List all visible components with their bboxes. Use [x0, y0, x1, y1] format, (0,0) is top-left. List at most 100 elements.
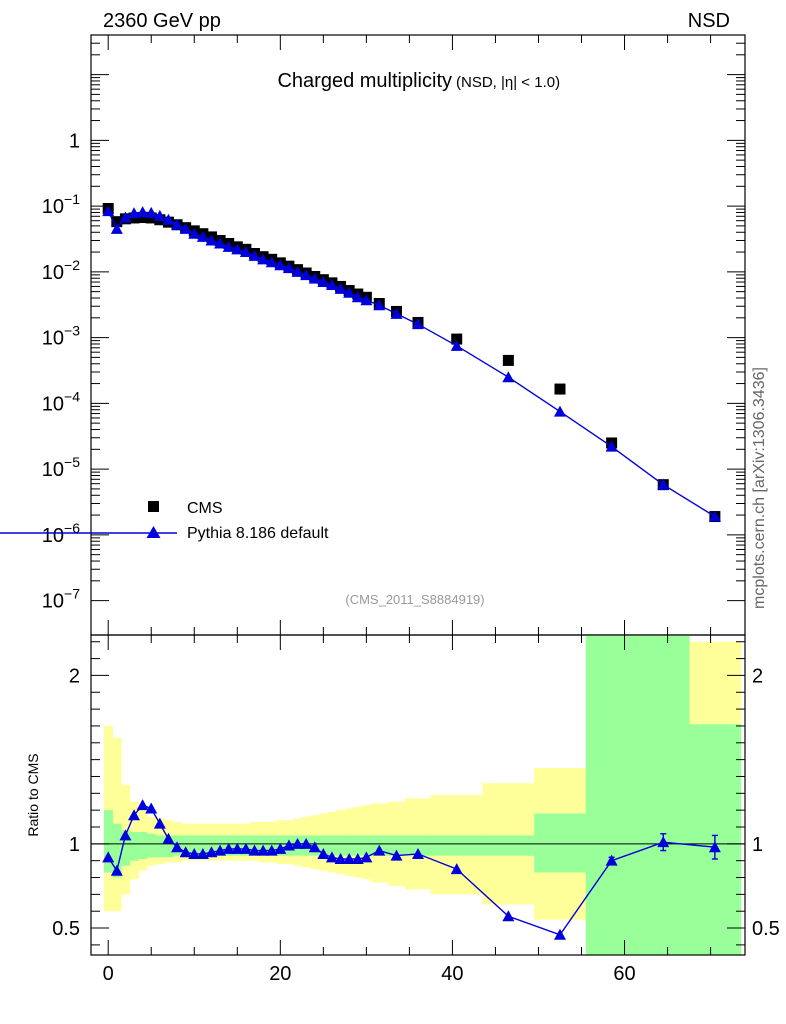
ratio-ylabel: Ratio to CMS: [25, 753, 41, 836]
stat-band-bin: [362, 835, 372, 856]
ratio-point: [317, 847, 330, 859]
stat-band-bin: [534, 813, 587, 873]
ratio-line: [107, 804, 715, 936]
ratio-point: [325, 851, 338, 863]
legend-marker-cms: [148, 501, 159, 512]
ratio-point: [450, 863, 463, 875]
pythia-point: [708, 510, 721, 522]
stat-band-bin: [585, 635, 638, 955]
pythia-point: [239, 246, 252, 258]
ratio-point: [390, 849, 403, 861]
ratio-point: [188, 847, 201, 859]
pythia-point: [119, 211, 132, 223]
pythia-point: [196, 230, 209, 242]
pythia-point: [343, 286, 356, 298]
pythia-point: [257, 253, 270, 265]
pythia-point: [145, 206, 158, 218]
stat-band-bin: [198, 835, 208, 856]
ratio-ytick-label-left: 0.5: [52, 918, 80, 940]
stat-band-bin: [207, 835, 217, 856]
pythia-point: [205, 234, 218, 246]
ratio-point: [145, 802, 158, 814]
ratio-point: [334, 853, 347, 864]
ratio-ytick-label-left: 1: [69, 834, 80, 856]
cms-point: [502, 354, 514, 366]
main-ytick-label: 10−4: [42, 388, 80, 415]
pythia-point: [412, 318, 424, 330]
ratio-point: [657, 836, 670, 848]
ratio-point: [128, 809, 141, 821]
main-ytick-label: 10−5: [42, 454, 80, 481]
header-right: NSD: [688, 10, 730, 32]
stat-band-bin: [164, 835, 174, 858]
pythia-point: [351, 291, 364, 303]
cms-point: [137, 212, 149, 224]
ratio-point: [708, 841, 721, 853]
ratio-point: [153, 817, 166, 829]
main-subtitle: (NSD, |η| < 1.0): [456, 74, 560, 91]
legend-marker-pythia: [146, 526, 161, 538]
stat-band-bin: [336, 835, 346, 856]
pythia-point: [110, 222, 123, 234]
stat-band-bin: [405, 835, 432, 856]
pythia-point: [274, 259, 287, 271]
ratio-point: [502, 910, 515, 922]
stat-band-bin: [146, 833, 157, 858]
ratio-xtick-label: 0: [103, 963, 114, 985]
ratio-point: [257, 844, 270, 856]
stat-band-bin: [155, 835, 165, 858]
ratio-point: [274, 842, 287, 854]
stat-band-bin: [103, 810, 114, 873]
cms-point: [451, 333, 463, 345]
ratio-ytick-label-left: 2: [69, 665, 80, 687]
ratio-point: [412, 847, 424, 859]
stat-band-bin: [189, 835, 200, 856]
pythia-point: [214, 237, 227, 249]
legend: CMS Pythia 8.186 default: [0, 500, 329, 542]
ratio-point: [231, 842, 244, 854]
analysis-annotation: (CMS_2011_S8884919): [345, 592, 484, 607]
pythia-point: [317, 276, 330, 288]
ratio-point: [343, 853, 356, 864]
main-ytick-label: 10−2: [42, 257, 80, 284]
watermark: mcplots.cern.ch [arXiv:1306.3436]: [751, 367, 768, 609]
pythia-point: [502, 371, 515, 383]
ratio-xtick-label: 40: [441, 963, 463, 985]
main-ytick-label: 10−3: [42, 323, 80, 350]
pythia-point: [188, 227, 201, 239]
ratio-point: [222, 842, 235, 854]
pythia-point: [128, 207, 141, 219]
ratio-point: [605, 854, 618, 866]
pythia-point: [308, 272, 321, 284]
ratio-point: [110, 864, 123, 876]
ratio-point: [162, 832, 175, 844]
pythia-point: [300, 269, 313, 281]
stat-band-bin: [181, 835, 191, 856]
stat-band-bin: [112, 823, 122, 878]
pythia-point: [390, 307, 403, 319]
ratio-frame: [90, 634, 746, 956]
stat-band-bin: [121, 830, 131, 866]
ratio-point: [308, 841, 321, 853]
pythia-point: [248, 249, 261, 261]
pythia-point: [334, 282, 347, 294]
ratio-point: [214, 844, 227, 856]
legend-label-cms: CMS: [187, 500, 223, 517]
pythia-point: [325, 279, 338, 291]
ratio-ytick-label-right: 2: [752, 665, 763, 687]
stat-band-bin: [387, 835, 406, 856]
ratio-point: [300, 837, 313, 849]
ratio-point: [373, 844, 386, 856]
stat-band-bin: [482, 835, 535, 856]
ratio-point: [136, 799, 149, 811]
ratio-xtick-label: 60: [613, 963, 635, 985]
main-ytick-label: 1: [69, 130, 80, 152]
ratio-point: [205, 846, 218, 858]
ratio-ytick-label-right: 1: [752, 834, 763, 856]
pythia-point: [360, 294, 373, 306]
main-ytick-label: 10−1: [42, 191, 80, 218]
ratio-point: [553, 928, 566, 940]
ratio-point: [291, 837, 304, 849]
ratio-point: [102, 851, 115, 863]
pythia-point: [162, 213, 175, 225]
